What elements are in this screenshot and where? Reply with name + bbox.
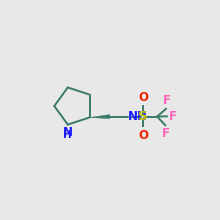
- Text: F: F: [163, 94, 171, 107]
- Polygon shape: [90, 115, 110, 119]
- Text: N: N: [63, 126, 73, 139]
- Text: S: S: [138, 110, 148, 123]
- Text: O: O: [138, 91, 148, 104]
- Text: O: O: [138, 129, 148, 142]
- Text: F: F: [162, 127, 170, 140]
- Text: F: F: [169, 110, 177, 123]
- Text: H: H: [63, 130, 72, 140]
- Text: NH: NH: [128, 110, 148, 123]
